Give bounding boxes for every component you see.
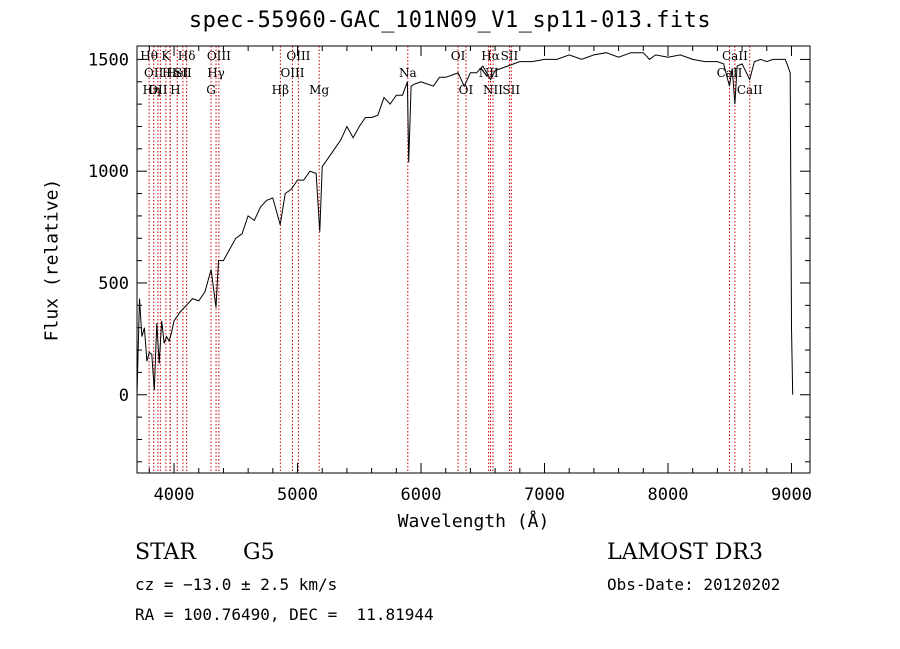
- line-label-5: H: [170, 83, 180, 97]
- y-tick-label-0: 0: [119, 386, 129, 406]
- line-label-24: SII: [502, 83, 520, 97]
- line-label-21: Hα: [481, 49, 500, 63]
- line-label-16: Mg: [309, 83, 329, 97]
- obs-date-text: Obs-Date: 20120202: [607, 575, 781, 594]
- survey-label: LAMOST DR3: [607, 540, 763, 565]
- line-label-3: Hη: [143, 83, 161, 97]
- line-label-14: OIII: [280, 66, 304, 80]
- x-tick-label-1: 5000: [277, 485, 318, 505]
- line-label-13: Hβ: [272, 83, 289, 97]
- line-label-7: HeI: [166, 66, 189, 80]
- plot-frame: [136, 45, 811, 474]
- line-label-1: OII: [144, 66, 164, 80]
- line-label-8: SII: [174, 66, 192, 80]
- y-tick-label-2: 1000: [88, 162, 129, 182]
- class-label: STAR: [135, 540, 196, 565]
- line-label-18: OI: [451, 49, 466, 63]
- x-tick-label-4: 8000: [648, 485, 689, 505]
- line-label-27: CaII: [737, 83, 763, 97]
- y-tick-label-3: 1500: [88, 50, 129, 70]
- line-label-19: OI: [459, 83, 474, 97]
- coordinates-text: RA = 100.76490, DEC = 11.81944: [135, 605, 434, 624]
- redshift-text: cz = −13.0 ± 2.5 km/s: [135, 575, 338, 594]
- spectrum-layer: [136, 52, 794, 395]
- line-label-22: NII: [483, 83, 503, 97]
- line-label-10: G: [206, 83, 216, 97]
- x-tick-label-3: 7000: [524, 485, 565, 505]
- line-label-9: Hδ: [178, 49, 196, 63]
- line-label-11: Hγ: [207, 66, 225, 80]
- line-label-12: OIII: [207, 49, 231, 63]
- x-tick-label-5: 9000: [771, 485, 812, 505]
- line-label-26: CaII: [722, 49, 748, 63]
- x-tick-label-0: 4000: [154, 485, 195, 505]
- line-label-0: Hθ: [140, 49, 158, 63]
- line-label-4: K: [161, 49, 171, 63]
- line-label-15: OIII: [286, 49, 310, 63]
- tick-layer: 4000 5000 6000 7000 8000 9000 0 500 1000 1500: [88, 46, 812, 505]
- line-marker-layer: [148, 46, 751, 473]
- spectrum-line-0: [136, 52, 794, 395]
- x-tick-label-2: 6000: [401, 485, 442, 505]
- line-label-23: SII: [501, 49, 519, 63]
- line-label-20: NII: [479, 66, 499, 80]
- y-tick-label-1: 500: [98, 274, 129, 294]
- subclass-label: G5: [243, 540, 275, 565]
- line-label-17: Na: [399, 66, 417, 80]
- line-label-2: OII: [148, 83, 168, 97]
- line-label-6: Hε: [162, 66, 179, 80]
- line-label-25: CaII: [717, 66, 743, 80]
- chart-title: spec-55960-GAC_101N09_V1_sp11-013.fits: [188, 8, 712, 33]
- x-axis-label: Wavelength (Å): [397, 511, 550, 532]
- y-axis-label: Flux (relative): [41, 178, 63, 342]
- line-label-layer: HθOIIOIIHηKHHεHeISIIHδGHγOIIIHβOIIIOIIIM…: [140, 49, 763, 97]
